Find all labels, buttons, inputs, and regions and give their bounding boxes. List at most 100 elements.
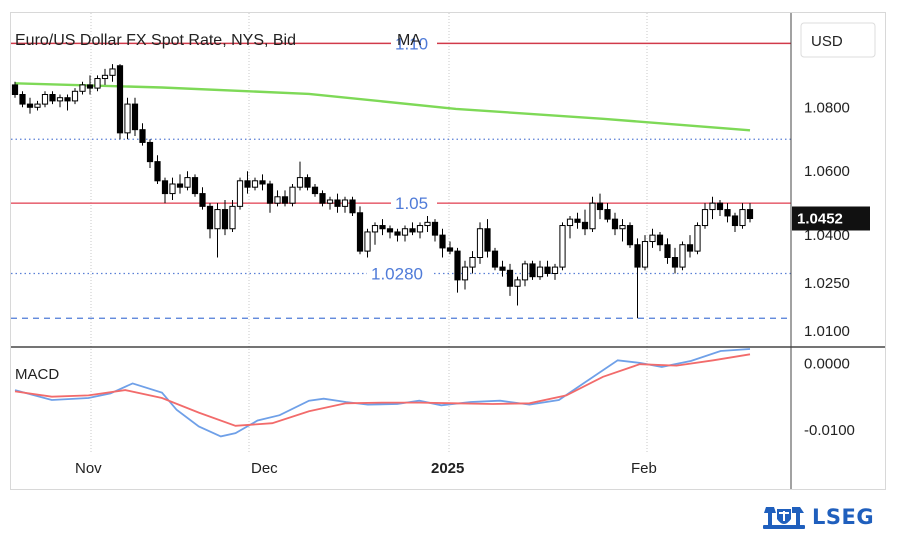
candle bbox=[574, 212, 581, 229]
candle bbox=[34, 100, 41, 111]
candle bbox=[86, 75, 94, 95]
candle bbox=[349, 196, 356, 216]
macd-series-line bbox=[14, 353, 751, 427]
candle-body bbox=[619, 225, 626, 230]
candle-body bbox=[371, 225, 379, 233]
candle bbox=[559, 222, 566, 271]
candle bbox=[229, 199, 236, 232]
candle bbox=[41, 91, 49, 108]
candle bbox=[686, 235, 694, 258]
candle-body bbox=[221, 209, 229, 230]
candle bbox=[491, 247, 499, 271]
last-price-label: 1.0452 bbox=[797, 211, 843, 228]
candle-body bbox=[356, 212, 364, 252]
candle bbox=[551, 263, 559, 280]
candle-body bbox=[116, 65, 124, 134]
candle-body bbox=[244, 180, 251, 188]
moving-average-layer bbox=[14, 82, 751, 132]
currency-box[interactable] bbox=[800, 22, 876, 58]
y-tick-label: 1.0800 bbox=[804, 99, 850, 116]
candle bbox=[326, 196, 334, 210]
candle-body bbox=[484, 228, 491, 252]
candle-body bbox=[529, 263, 536, 278]
candle bbox=[626, 222, 634, 248]
reference-label-bg bbox=[391, 33, 437, 54]
candle bbox=[409, 222, 416, 236]
candle-body bbox=[64, 97, 71, 102]
candle bbox=[146, 139, 154, 169]
candle-body bbox=[724, 209, 731, 217]
chart-canvas: 1.10 1.05 1.0280 Euro/US Dollar FX Spot Ra… bbox=[11, 13, 885, 489]
reference-label-bg bbox=[367, 263, 432, 284]
candle-body bbox=[79, 84, 86, 92]
candle-body bbox=[41, 94, 49, 105]
chart-title: Euro/US Dollar FX Spot Rate, NYS, Bid bbox=[15, 32, 296, 49]
candle-body bbox=[521, 263, 529, 281]
macd-title: MACD bbox=[15, 366, 59, 383]
candle-body bbox=[551, 266, 559, 274]
candle-body bbox=[176, 183, 184, 188]
candle bbox=[589, 196, 596, 232]
candle-body bbox=[326, 199, 334, 204]
candle bbox=[266, 180, 274, 213]
candle-body bbox=[544, 266, 551, 274]
candle bbox=[521, 260, 529, 287]
candle-body bbox=[604, 209, 611, 220]
candle bbox=[191, 174, 199, 197]
candle-body bbox=[259, 180, 266, 185]
candle bbox=[251, 177, 259, 191]
candle-body bbox=[641, 241, 649, 268]
candle-body bbox=[409, 228, 416, 233]
candle-body bbox=[634, 244, 641, 268]
candle-body bbox=[491, 250, 499, 268]
candle bbox=[199, 187, 206, 210]
candle-body bbox=[596, 202, 604, 211]
x-tick-label: Dec bbox=[251, 460, 278, 477]
candle bbox=[469, 251, 476, 274]
candle-body bbox=[506, 269, 514, 287]
candle-body bbox=[199, 193, 206, 207]
candle-body bbox=[536, 266, 544, 278]
candle bbox=[664, 238, 671, 264]
candle-body bbox=[424, 221, 431, 227]
reference-label-bg bbox=[391, 193, 437, 214]
candle-body bbox=[311, 186, 319, 195]
currency-label[interactable]: USD bbox=[811, 33, 843, 50]
candle-body bbox=[559, 225, 566, 268]
candle-body bbox=[379, 225, 386, 230]
candle bbox=[154, 155, 161, 184]
candle bbox=[19, 91, 26, 108]
candle bbox=[124, 97, 131, 140]
candle-body bbox=[694, 225, 701, 252]
candle-body bbox=[626, 225, 634, 246]
candle bbox=[131, 97, 139, 137]
candle-body bbox=[671, 257, 679, 268]
candle bbox=[64, 94, 71, 111]
candle bbox=[416, 222, 424, 239]
candle-body bbox=[349, 199, 356, 214]
candle bbox=[596, 193, 604, 220]
candle-body bbox=[649, 234, 656, 243]
candle bbox=[274, 190, 281, 207]
candle-body bbox=[664, 244, 671, 259]
candle-body bbox=[11, 84, 19, 96]
candle-body bbox=[131, 103, 139, 131]
candle bbox=[731, 212, 739, 232]
candle bbox=[356, 206, 364, 255]
candle-body bbox=[401, 228, 409, 236]
candle bbox=[11, 81, 19, 98]
candle bbox=[476, 222, 484, 264]
grid-layer bbox=[90, 13, 648, 453]
candle bbox=[424, 215, 431, 232]
last-price-layer: 1.0452 bbox=[792, 206, 870, 231]
candle bbox=[709, 196, 716, 220]
candle bbox=[701, 203, 709, 229]
candle-body bbox=[476, 228, 484, 259]
candle-body bbox=[566, 218, 574, 227]
candle-body bbox=[386, 228, 394, 233]
candle bbox=[604, 203, 611, 223]
candle bbox=[746, 203, 754, 223]
candle bbox=[671, 247, 679, 274]
candle-body bbox=[161, 180, 169, 195]
y-tick-label: 1.0400 bbox=[804, 227, 850, 244]
